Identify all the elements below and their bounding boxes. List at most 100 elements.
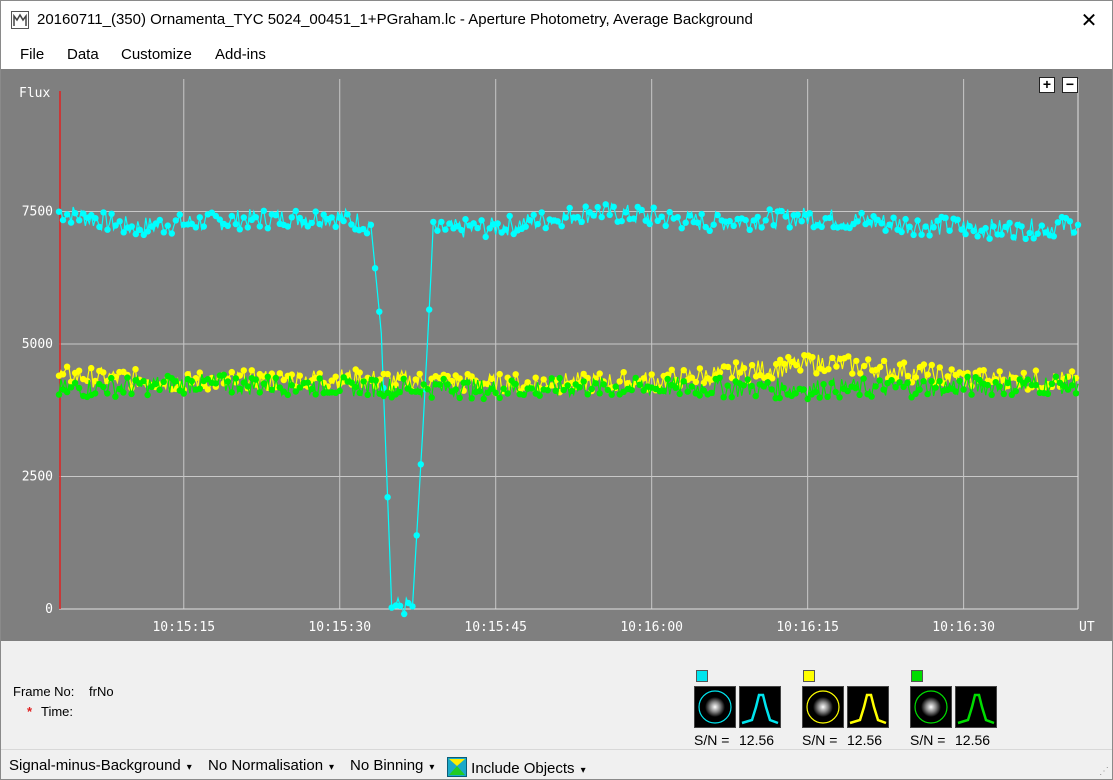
light-curve-plot-area[interactable] xyxy=(1,69,1112,641)
series-2-point xyxy=(532,374,539,381)
series-1-point xyxy=(116,218,123,225)
series-3-point xyxy=(224,378,231,385)
series-2-point xyxy=(845,353,852,360)
target-1-star-thumbnail-icon[interactable] xyxy=(694,686,736,728)
series-1-point xyxy=(554,218,561,225)
series-1-point xyxy=(798,218,805,225)
series-1-point xyxy=(858,209,865,217)
series-1-point xyxy=(236,226,243,233)
series-1-point xyxy=(1026,229,1033,237)
series-3-point xyxy=(1000,390,1007,398)
series-3-point xyxy=(488,385,495,392)
signal-mode-dropdown[interactable]: Signal-minus-Background ▾ xyxy=(9,757,192,774)
series-2-point xyxy=(248,367,255,374)
series-3-point xyxy=(1048,380,1056,387)
menu-file[interactable]: File xyxy=(20,46,45,63)
series-1-point xyxy=(954,216,961,223)
series-2-point xyxy=(773,360,780,368)
series-2-point xyxy=(781,360,788,367)
light-curve-chart[interactable]: 0 2500 5000 7500 10:15:15 10:15:30 10:15:45 10:… xyxy=(1,69,1112,641)
series-3-point xyxy=(700,387,707,394)
series-1-point xyxy=(534,220,541,228)
target-3-star-thumbnail-icon[interactable] xyxy=(910,686,952,728)
series-1-point xyxy=(602,201,609,208)
target-2-color-swatch[interactable] xyxy=(803,670,815,682)
target-2-psf-profile-icon[interactable] xyxy=(847,686,889,728)
menu-add-ins[interactable]: Add-ins xyxy=(215,46,266,63)
series-3-point xyxy=(112,393,119,400)
series-1-point xyxy=(698,210,705,218)
series-1-point xyxy=(80,210,87,217)
target-1-psf-profile-icon[interactable] xyxy=(739,686,781,728)
target-3-psf-profile-icon[interactable] xyxy=(955,686,997,728)
series-1-point xyxy=(224,222,231,229)
series-3-point xyxy=(600,381,607,388)
menu-data[interactable]: Data xyxy=(67,46,99,63)
series-3-point xyxy=(724,382,731,389)
series-2-point xyxy=(861,362,868,370)
series-2-point xyxy=(184,371,191,378)
series-1-point xyxy=(506,212,513,220)
series-1-point xyxy=(332,223,339,230)
normalisation-dropdown[interactable]: No Normalisation ▾ xyxy=(208,757,334,774)
series-1-point xyxy=(252,214,259,221)
frame-number-value: frNo xyxy=(89,684,114,699)
resize-grip-icon[interactable]: ⋰ xyxy=(1099,766,1109,777)
zoom-in-button[interactable]: + xyxy=(1039,77,1055,93)
series-1-point xyxy=(882,227,889,234)
series-1-point xyxy=(426,306,433,313)
series-3-point xyxy=(952,388,959,395)
target-3-color-swatch[interactable] xyxy=(911,670,923,682)
series-3-point xyxy=(536,392,543,399)
series-3-point xyxy=(628,386,635,394)
series-2-point xyxy=(648,371,655,378)
target-1-sn-label: S/N = xyxy=(694,732,730,748)
close-button[interactable]: ✕ xyxy=(1066,1,1112,39)
target-1-color-swatch[interactable] xyxy=(696,670,708,682)
series-3-point xyxy=(924,390,931,398)
series-1-point xyxy=(638,206,645,214)
series-1-point xyxy=(430,218,437,226)
series-3-point xyxy=(512,380,519,388)
series-2-point xyxy=(384,370,391,378)
series-3-point xyxy=(71,379,79,387)
menu-customize[interactable]: Customize xyxy=(121,46,192,63)
series-2-point xyxy=(240,367,247,374)
series-3-point xyxy=(228,389,235,396)
series-3-point xyxy=(468,395,475,402)
series-1-point xyxy=(654,217,661,224)
series-1-point xyxy=(359,225,367,233)
series-3-point xyxy=(604,386,611,394)
series-3-point xyxy=(996,383,1003,390)
binning-dropdown[interactable]: No Binning ▾ xyxy=(350,757,434,774)
series-2-point xyxy=(228,368,235,376)
chevron-down-icon: ▾ xyxy=(186,762,192,773)
series-1-point xyxy=(746,226,753,233)
target-2-star-thumbnail-icon[interactable] xyxy=(802,686,844,728)
series-3 xyxy=(55,371,1080,403)
series-3-point xyxy=(856,391,863,399)
series-1-point xyxy=(288,214,295,221)
series-1-point xyxy=(348,221,355,228)
series-2-point xyxy=(548,382,555,389)
series-3-point xyxy=(1072,390,1080,397)
series-3-point xyxy=(660,387,667,395)
series-3-point xyxy=(180,390,187,397)
series-1-point xyxy=(160,229,167,236)
chart-grid xyxy=(59,79,1078,609)
series-3-point xyxy=(156,386,163,394)
series-3-point xyxy=(284,391,291,399)
series-3-point xyxy=(308,385,315,393)
x-tick-label: 10:16:15 xyxy=(776,620,839,635)
series-3-point xyxy=(67,384,75,391)
series-1-point xyxy=(562,214,569,221)
zoom-out-button[interactable]: − xyxy=(1062,77,1078,93)
include-objects-dropdown[interactable]: Include Objects ▾ xyxy=(447,757,586,777)
series-2-point xyxy=(412,376,419,383)
series-1-point xyxy=(770,222,777,229)
series-3-point xyxy=(1044,390,1052,398)
series-2-point xyxy=(1040,384,1048,392)
series-1-point xyxy=(590,212,597,219)
series-1-point xyxy=(926,232,933,239)
series-1-point xyxy=(112,222,119,229)
